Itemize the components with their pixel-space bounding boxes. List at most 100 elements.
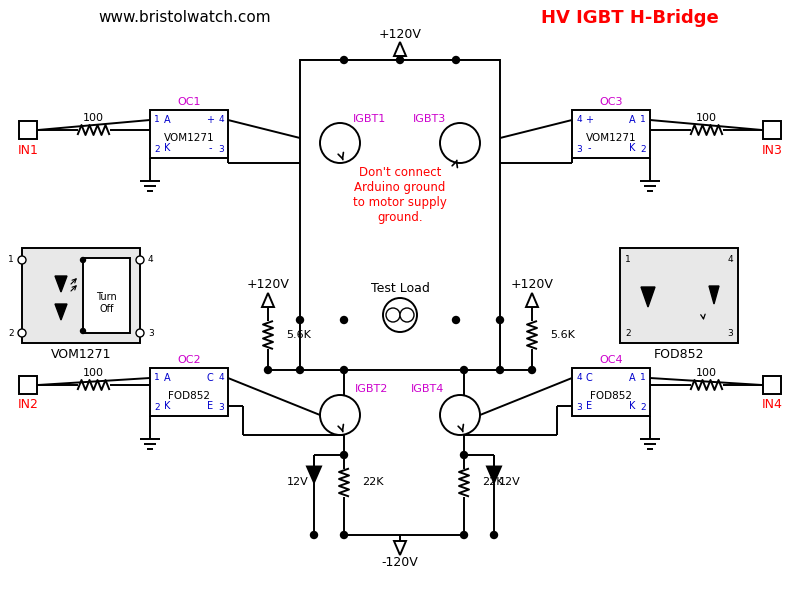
Bar (572, 368, 650, 416)
Text: 1: 1 (640, 373, 646, 382)
Text: 4: 4 (148, 256, 154, 265)
Circle shape (341, 317, 347, 323)
Polygon shape (394, 42, 406, 56)
Bar (83, 258, 130, 333)
Bar (620, 248, 738, 343)
Text: 2: 2 (154, 402, 160, 411)
Text: 3: 3 (218, 402, 224, 411)
Text: +120V: +120V (510, 279, 554, 291)
Text: A: A (629, 115, 635, 125)
Text: IGBT3: IGBT3 (414, 114, 446, 124)
Circle shape (297, 317, 303, 323)
Text: +: + (206, 115, 214, 125)
Bar (300, 60, 500, 370)
Circle shape (320, 123, 360, 163)
Text: 1: 1 (640, 115, 646, 124)
Text: VOM1271: VOM1271 (586, 133, 636, 143)
Text: 3: 3 (727, 329, 733, 338)
Bar (19, 121, 37, 139)
Circle shape (81, 257, 86, 262)
Text: K: K (629, 143, 635, 153)
Text: C: C (206, 373, 214, 383)
Circle shape (341, 452, 347, 458)
Circle shape (310, 531, 318, 538)
Text: Don't connect
Arduino ground
to motor supply
ground.: Don't connect Arduino ground to motor su… (353, 166, 447, 224)
Text: HV IGBT H-Bridge: HV IGBT H-Bridge (541, 9, 719, 27)
Circle shape (297, 367, 303, 373)
Text: 12V: 12V (499, 477, 521, 487)
Text: IGBT2: IGBT2 (355, 384, 389, 394)
Text: IN3: IN3 (762, 144, 782, 157)
Text: 1: 1 (154, 115, 160, 124)
Text: 4: 4 (727, 256, 733, 265)
Text: 3: 3 (148, 329, 154, 338)
Polygon shape (55, 276, 67, 292)
Text: -: - (208, 143, 212, 153)
Text: -120V: -120V (382, 557, 418, 569)
Circle shape (453, 317, 459, 323)
Bar (150, 110, 228, 158)
Circle shape (136, 329, 144, 337)
Text: FOD852: FOD852 (168, 391, 210, 401)
Text: 4: 4 (576, 373, 582, 382)
Text: 4: 4 (576, 115, 582, 124)
Circle shape (81, 329, 86, 333)
Text: 12V: 12V (287, 477, 309, 487)
Circle shape (400, 308, 414, 322)
Text: 100: 100 (696, 368, 717, 378)
Text: 5.6K: 5.6K (286, 330, 311, 340)
Circle shape (453, 57, 459, 63)
Text: IGBT4: IGBT4 (411, 384, 445, 394)
Circle shape (497, 317, 503, 323)
Text: K: K (164, 401, 170, 411)
Text: 5.6K: 5.6K (550, 330, 575, 340)
Text: E: E (586, 401, 592, 411)
Circle shape (320, 395, 360, 435)
Text: OC2: OC2 (177, 355, 201, 365)
Text: 2: 2 (8, 329, 14, 338)
Text: 2: 2 (625, 329, 631, 338)
Circle shape (497, 367, 503, 373)
Text: 1: 1 (154, 373, 160, 382)
Text: IN2: IN2 (18, 399, 38, 411)
Polygon shape (394, 541, 406, 555)
Polygon shape (55, 304, 67, 320)
Polygon shape (307, 467, 321, 482)
Text: 100: 100 (83, 113, 104, 123)
Circle shape (461, 531, 467, 538)
Text: IGBT1: IGBT1 (354, 114, 386, 124)
Text: VOM1271: VOM1271 (50, 349, 111, 362)
Text: 2: 2 (640, 402, 646, 411)
Bar (150, 368, 228, 416)
Text: 1: 1 (8, 256, 14, 265)
Circle shape (341, 57, 347, 63)
Text: 100: 100 (696, 113, 717, 123)
Text: A: A (164, 373, 170, 383)
Text: 3: 3 (576, 145, 582, 154)
Text: OC1: OC1 (178, 97, 201, 107)
Text: K: K (164, 143, 170, 153)
Text: E: E (207, 401, 213, 411)
Text: +: + (585, 115, 593, 125)
Bar (763, 121, 781, 139)
Text: Test Load: Test Load (370, 282, 430, 295)
Text: 100: 100 (83, 368, 104, 378)
Circle shape (461, 367, 467, 373)
Circle shape (383, 298, 417, 332)
Text: OC3: OC3 (599, 97, 622, 107)
Polygon shape (709, 286, 719, 304)
Polygon shape (641, 287, 655, 307)
Text: www.bristolwatch.com: www.bristolwatch.com (98, 10, 271, 25)
Text: FOD852: FOD852 (590, 391, 632, 401)
Circle shape (440, 123, 480, 163)
Text: OC4: OC4 (599, 355, 623, 365)
Text: K: K (629, 401, 635, 411)
Circle shape (265, 367, 271, 373)
Text: IN4: IN4 (762, 399, 782, 411)
Text: +120V: +120V (246, 279, 290, 291)
Circle shape (397, 57, 403, 63)
Bar (763, 376, 781, 394)
Text: 2: 2 (640, 145, 646, 154)
Bar (22, 248, 140, 343)
Text: 4: 4 (218, 115, 224, 124)
